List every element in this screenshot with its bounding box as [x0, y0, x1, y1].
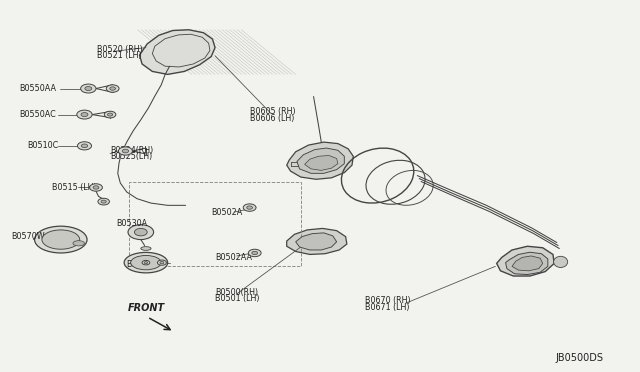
- Text: B0524(RH): B0524(RH): [110, 146, 154, 155]
- Circle shape: [110, 87, 116, 90]
- Text: FRONT: FRONT: [127, 303, 164, 313]
- Circle shape: [81, 84, 96, 93]
- Text: B0550AA: B0550AA: [19, 84, 56, 93]
- Text: B0525(LH): B0525(LH): [110, 153, 152, 161]
- Circle shape: [108, 113, 113, 116]
- Circle shape: [157, 260, 166, 265]
- Circle shape: [90, 184, 102, 191]
- Circle shape: [104, 111, 116, 118]
- Circle shape: [81, 144, 88, 148]
- Circle shape: [93, 186, 99, 189]
- Text: B0502A: B0502A: [211, 208, 243, 217]
- Circle shape: [248, 249, 261, 257]
- Circle shape: [142, 260, 150, 265]
- Polygon shape: [506, 252, 548, 275]
- Circle shape: [122, 149, 129, 153]
- Circle shape: [252, 251, 258, 254]
- Circle shape: [81, 113, 88, 116]
- Polygon shape: [140, 30, 215, 74]
- Circle shape: [118, 147, 132, 155]
- Circle shape: [77, 142, 92, 150]
- Text: B0510C: B0510C: [27, 141, 58, 150]
- Circle shape: [98, 198, 109, 205]
- Ellipse shape: [42, 230, 80, 249]
- Ellipse shape: [141, 247, 151, 250]
- Circle shape: [134, 228, 147, 236]
- Circle shape: [128, 225, 154, 240]
- Text: B0515 (LH): B0515 (LH): [52, 183, 97, 192]
- Circle shape: [243, 204, 256, 211]
- Text: B0500(RH): B0500(RH): [215, 288, 258, 296]
- Text: B0550AC: B0550AC: [19, 110, 56, 119]
- Circle shape: [85, 87, 92, 90]
- Text: B0671 (LH): B0671 (LH): [365, 303, 410, 312]
- Bar: [129, 182, 301, 266]
- Text: B0570W: B0570W: [12, 232, 45, 241]
- Circle shape: [247, 206, 253, 209]
- Ellipse shape: [554, 256, 568, 267]
- Text: B0530A: B0530A: [116, 219, 148, 228]
- Ellipse shape: [73, 241, 84, 246]
- Text: B0670 (RH): B0670 (RH): [365, 296, 410, 305]
- Polygon shape: [297, 148, 344, 173]
- Ellipse shape: [131, 256, 161, 270]
- Circle shape: [160, 262, 164, 264]
- Text: B0521 (LH): B0521 (LH): [97, 51, 142, 60]
- Text: B0520 (RH): B0520 (RH): [97, 45, 143, 54]
- Polygon shape: [512, 256, 543, 271]
- Polygon shape: [287, 142, 353, 179]
- Text: B0572U: B0572U: [127, 260, 159, 269]
- Polygon shape: [296, 233, 337, 250]
- Ellipse shape: [35, 226, 87, 253]
- Text: B0502AA: B0502AA: [215, 253, 252, 262]
- Polygon shape: [287, 228, 347, 254]
- Circle shape: [106, 85, 119, 92]
- Circle shape: [77, 110, 92, 119]
- Polygon shape: [497, 246, 554, 276]
- Text: JB0500DS: JB0500DS: [556, 353, 604, 363]
- Text: B0606 (LH): B0606 (LH): [250, 114, 294, 123]
- Circle shape: [101, 200, 106, 203]
- Circle shape: [144, 262, 148, 264]
- Text: B0501 (LH): B0501 (LH): [215, 294, 260, 303]
- Text: B0605 (RH): B0605 (RH): [250, 107, 295, 116]
- Polygon shape: [305, 155, 338, 170]
- Ellipse shape: [124, 252, 168, 273]
